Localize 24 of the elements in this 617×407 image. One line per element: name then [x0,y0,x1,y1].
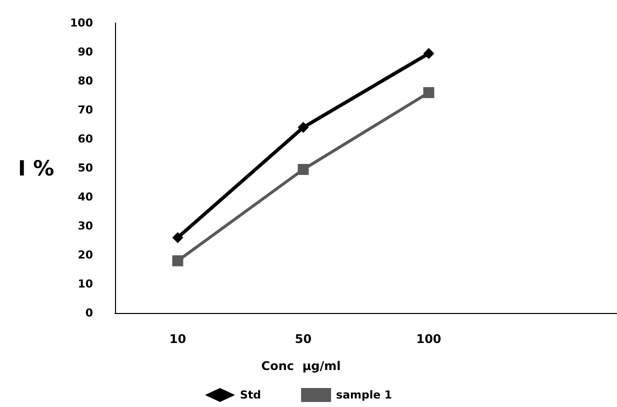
x-tick-label: 10 [169,332,186,346]
y-tick-label: 50 [78,162,94,174]
x-axis-title: Conc µg/ml [261,359,341,373]
point [423,87,434,98]
y-tick-label: 60 [78,132,94,146]
y-tick-label: 90 [78,46,94,58]
point [298,122,309,133]
y-tick-label: 30 [78,220,94,232]
point [423,48,434,59]
point [172,232,184,244]
y-tick-label: 20 [78,248,94,262]
legend-label: sample 1 [336,388,392,402]
y-axis-title: I % [18,156,54,180]
y-tick-label: 40 [78,190,94,204]
legend-label: Std [240,388,262,402]
y-tick-label: 100 [70,16,94,30]
x-tick-label: 100 [416,332,442,346]
x-tick-label: 50 [294,332,312,346]
point [172,255,184,266]
point [298,164,309,175]
y-tick-label: 0 [85,306,94,320]
y-tick-label: 80 [78,74,94,88]
y-tick-label: 70 [78,104,94,116]
y-tick-label: 10 [78,278,94,290]
